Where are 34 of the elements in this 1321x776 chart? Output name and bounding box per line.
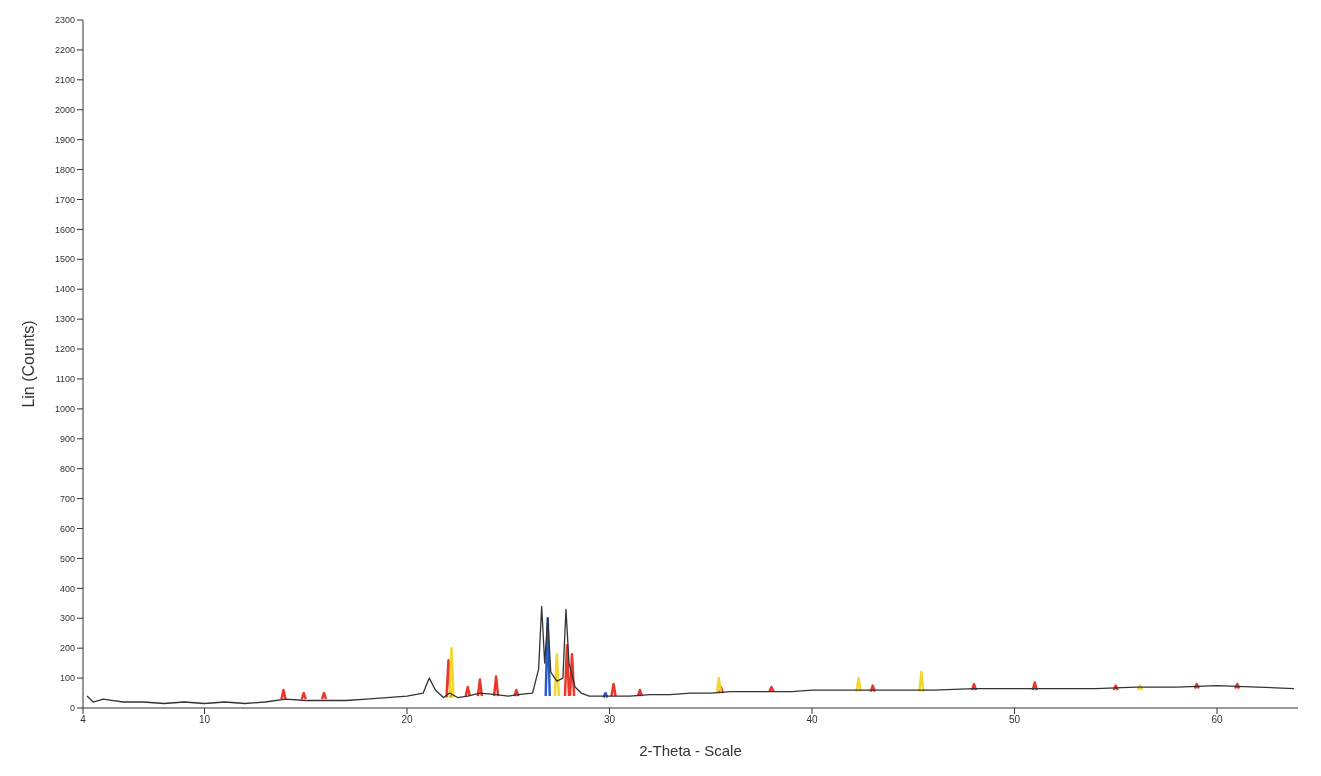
y-tick-label: 600 [59,523,75,534]
y-tick-label: 500 [59,553,75,564]
y-tick-label: 700 [59,493,75,504]
y-tick-label: 1300 [54,314,75,325]
line-series [86,605,1295,705]
y-tick-label: 1000 [54,404,75,415]
y-tick-label: 1800 [54,164,75,175]
y-tick-label: 1700 [54,194,75,205]
x-tick-label: 50 [1008,714,1021,726]
y-tick-label: 2000 [54,104,75,115]
y-tick-label: 900 [59,433,75,444]
y-tick-label: 0 [69,703,75,714]
y-tick-label: 1400 [54,284,75,295]
y-tick-label: 2300 [54,15,75,26]
y-tick-label: 2100 [54,75,75,86]
y-tick-label: 1200 [54,344,75,355]
y-tick-label: 400 [59,583,75,594]
y-tick-label: 1600 [54,224,75,235]
y-tick-label: 300 [59,613,75,624]
y-tick-label: 1100 [55,374,75,385]
y-tick-label: 2200 [54,45,75,56]
x-tick-label: 40 [806,714,818,726]
x-axis-title: 2-Theta - Scale [639,742,742,759]
y-tick-label: 800 [59,463,75,474]
y-axis-title: Lin (Counts) [19,320,37,408]
x-tick-label: 60 [1211,714,1223,726]
y-tick-label: 1500 [54,254,75,265]
y-tick-label: 200 [59,643,75,654]
x-tick-label: 10 [198,714,211,726]
x-tick-label: 4 [80,714,87,726]
y-tick-label: 1900 [54,134,75,145]
x-tick-label: 20 [401,714,413,726]
y-tick-label: 100 [59,673,75,684]
x-tick-label: 30 [603,714,616,726]
